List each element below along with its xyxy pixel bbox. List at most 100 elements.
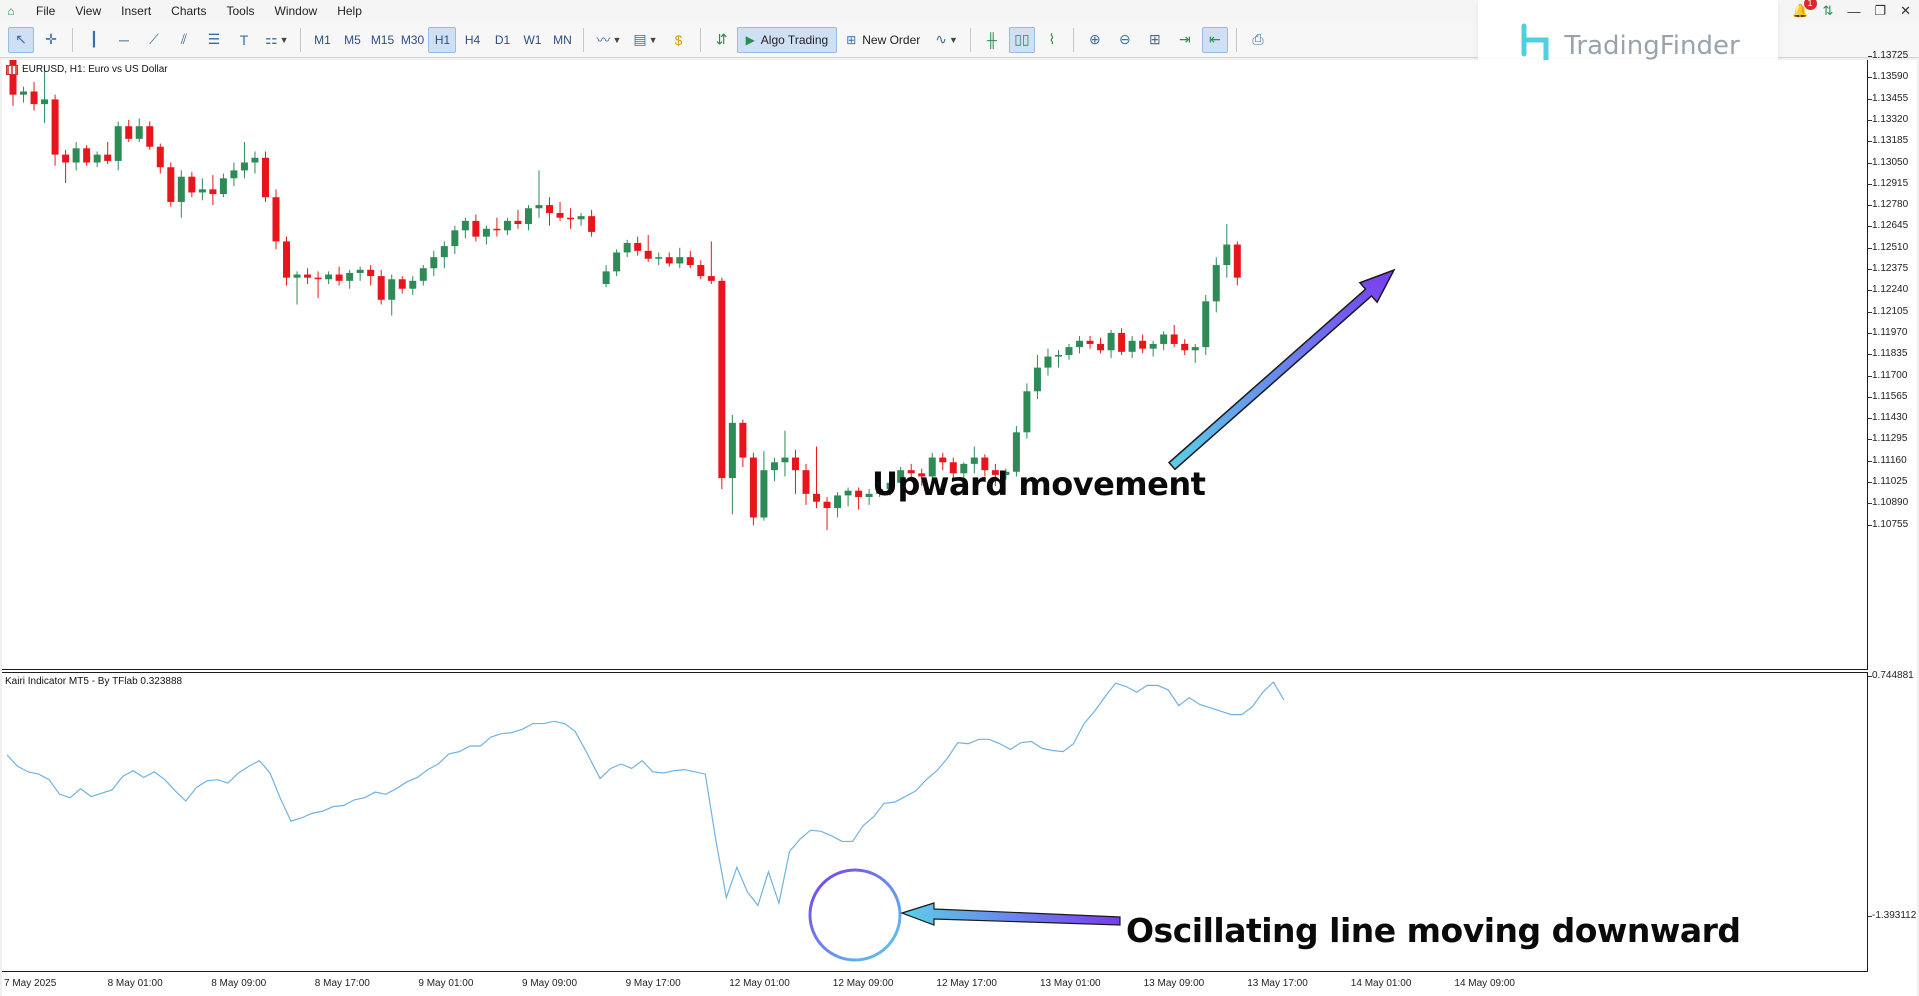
new-order-button[interactable]: ⊞ New Order	[837, 27, 929, 53]
candle	[62, 149, 70, 184]
candle-body	[1118, 332, 1126, 352]
candle	[240, 141, 248, 179]
line-chart-icon[interactable]: ⌇	[1048, 31, 1056, 47]
candle	[535, 170, 543, 218]
chart-shift-icon[interactable]: ⇤	[1201, 26, 1228, 53]
candle	[770, 457, 778, 482]
candlestick-chart-icon[interactable]: ▯▯	[1008, 26, 1035, 53]
menu-insert[interactable]: Insert	[121, 4, 152, 18]
candle	[1223, 224, 1231, 278]
time-scale-label: 7 May 2025	[4, 978, 57, 989]
menu-help[interactable]: Help	[337, 4, 362, 18]
fibonacci-tool-icon[interactable]: ☰	[207, 31, 221, 47]
timeframe-h4[interactable]: H4	[464, 32, 481, 47]
time-scale-label: 13 May 01:00	[1040, 978, 1101, 989]
timeframe-m1[interactable]: M1	[314, 32, 331, 47]
candle-body	[114, 126, 122, 161]
candle	[346, 269, 354, 289]
candle	[209, 175, 217, 206]
close-icon[interactable]: ✕	[1900, 3, 1911, 18]
candle-body	[802, 470, 810, 494]
indicator-panel[interactable]: Kairi Indicator MT5 - By TFlab 0.323888 …	[2, 672, 1868, 972]
timeframe-m30[interactable]: M30	[400, 32, 425, 47]
candle-body	[613, 252, 621, 272]
indicator-scale[interactable]: 0.744881 -1.393112	[1868, 670, 1917, 972]
templates-icon[interactable]: ▤ ▼	[633, 31, 658, 47]
candle	[1170, 325, 1178, 348]
time-scale[interactable]: 7 May 2025 8 May 01:00 8 May 09:00 8 May 17…	[2, 972, 1868, 996]
candle	[791, 449, 799, 494]
candle	[219, 173, 227, 198]
menu-view[interactable]: View	[75, 4, 102, 18]
horizontal-line-tool-icon[interactable]: ─	[119, 31, 129, 48]
candle-body	[1044, 356, 1052, 368]
candle-body	[577, 216, 585, 220]
candle	[876, 484, 884, 497]
notifications-icon[interactable]: 🔔 1	[1792, 0, 1817, 19]
menu-window[interactable]: Window	[274, 4, 318, 18]
candle	[655, 252, 663, 266]
screenshot-icon[interactable]: ⎙	[1252, 31, 1264, 47]
candle-body	[346, 272, 354, 281]
autoscroll-icon[interactable]: ⇥	[1179, 31, 1191, 47]
candle	[419, 265, 427, 286]
candle	[1086, 336, 1094, 349]
price-chart-panel[interactable]: EURUSD, H1: Euro vs US Dollar Upward mov…	[2, 60, 1868, 670]
candle-body	[230, 170, 238, 179]
candle-body	[1128, 340, 1136, 352]
timeframe-h1[interactable]: H1	[428, 26, 457, 53]
candle-body	[62, 154, 70, 163]
vertical-line-tool-icon[interactable]: ┃	[89, 31, 99, 47]
zoom-in-icon[interactable]: ⊕	[1089, 31, 1101, 47]
market-icon[interactable]: $	[674, 31, 683, 48]
minimize-icon[interactable]: —	[1847, 3, 1861, 19]
price-scale-label: 1.11025	[1872, 476, 1908, 487]
indicators-icon[interactable]: 〰 ▼	[596, 31, 622, 48]
signal-icon[interactable]: ⇅	[1822, 3, 1834, 18]
trendline-tool-icon[interactable]: ⟋	[149, 31, 159, 47]
tile-windows-icon[interactable]: ⊞	[1149, 31, 1161, 47]
timeframe-d1[interactable]: D1	[494, 32, 511, 47]
zoom-out-icon[interactable]: ⊖	[1119, 31, 1131, 47]
candle	[335, 266, 343, 286]
indicator-scale-tick	[1868, 916, 1872, 917]
candle	[991, 463, 999, 486]
candle-body	[1212, 265, 1220, 302]
one-click-trading-icon[interactable]: ⇵	[715, 31, 728, 47]
candle-body	[960, 463, 968, 474]
candle	[686, 250, 694, 269]
menu-charts[interactable]: Charts	[171, 4, 207, 18]
candle	[623, 239, 631, 258]
timeframe-mn[interactable]: MN	[553, 32, 572, 47]
chart-window[interactable]: EURUSD, H1: Euro vs US Dollar Upward mov…	[2, 50, 1917, 996]
restore-icon[interactable]: ❐	[1874, 3, 1887, 18]
candle	[1012, 425, 1020, 477]
crosshair-tool-icon[interactable]: ✛	[45, 31, 57, 47]
candle	[135, 118, 143, 142]
candle-body	[398, 279, 406, 289]
price-scale-tick	[1868, 503, 1872, 505]
candle	[1065, 343, 1073, 360]
algo-trading-button[interactable]: ▶ Algo Trading	[736, 26, 838, 53]
timeframe-w1[interactable]: W1	[523, 32, 542, 47]
bar-chart-icon[interactable]: ╫	[986, 31, 997, 48]
shapes-tool-icon[interactable]: ⚏ ▼	[265, 31, 289, 47]
time-scale-label: 12 May 01:00	[729, 978, 790, 989]
candle	[461, 217, 469, 239]
candle-body	[167, 167, 175, 202]
timeframe-m5[interactable]: M5	[344, 32, 361, 47]
text-tool-icon[interactable]: T	[239, 31, 249, 48]
candle	[546, 197, 554, 226]
candle-body	[623, 242, 631, 253]
channel-tool-icon[interactable]: ⫽	[180, 31, 188, 47]
signals-icon[interactable]: ∿ ▼	[935, 31, 958, 47]
price-scale-tick	[1868, 247, 1872, 249]
cursor-tool-icon[interactable]: ↖	[8, 26, 34, 53]
new-order-label: New Order	[862, 32, 921, 47]
menu-tools[interactable]: Tools	[226, 4, 255, 18]
candle	[409, 276, 417, 296]
menu-file[interactable]: File	[36, 4, 56, 18]
price-scale-label: 1.11970	[1872, 326, 1908, 338]
timeframe-m15[interactable]: M15	[370, 32, 395, 47]
price-scale[interactable]: 1.13725 1.13590 1.13455 1.13320 1.13185 1.130…	[1868, 50, 1917, 670]
